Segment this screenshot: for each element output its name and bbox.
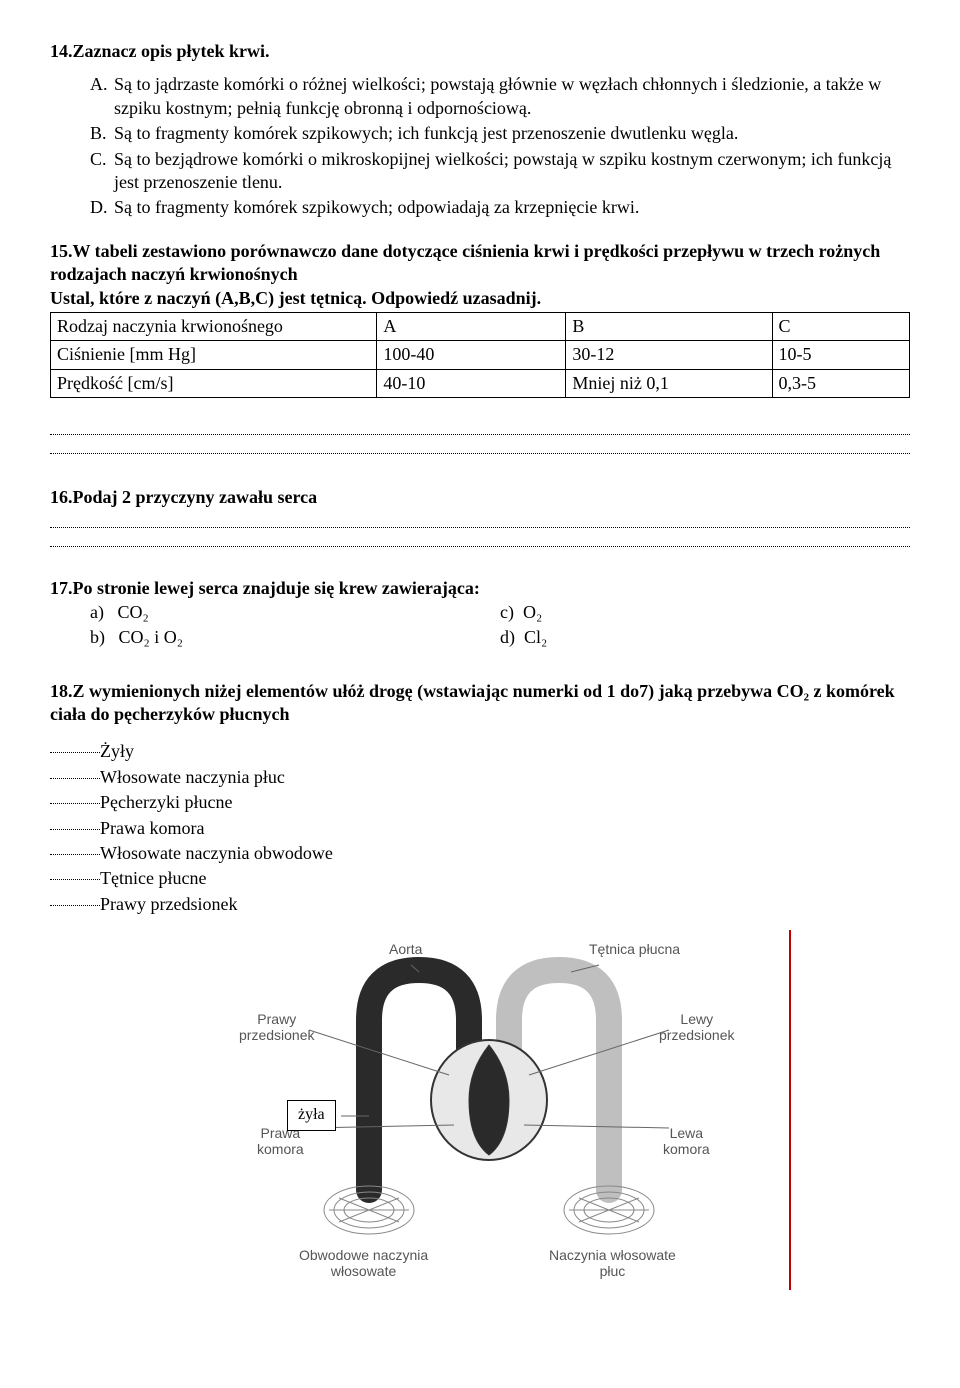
q14-option-text: Są to fragmenty komórek szpikowych; ich … [114, 122, 910, 145]
q18-item-text: Żyły [100, 740, 134, 763]
q16-title: 16.Podaj 2 przyczyny zawału serca [50, 486, 910, 509]
q17-option-text: CO₂ i O₂ [119, 627, 184, 647]
q14-option-text: Są to bezjądrowe komórki o mikroskopijne… [114, 148, 910, 195]
q14-option[interactable]: A. Są to jądrzaste komórki o różnej wiel… [90, 73, 910, 120]
q18-item[interactable]: Włosowate naczynia płuc [50, 766, 910, 789]
q18-item-text: Prawy przedsionek [100, 893, 237, 916]
table-cell: A [377, 312, 566, 340]
zyla-box: żyła [287, 1100, 336, 1131]
blank[interactable] [50, 764, 100, 779]
q14-option[interactable]: D. Są to fragmenty komórek szpikowych; o… [90, 196, 910, 219]
q18-item-text: Tętnice płucne [100, 867, 206, 890]
blank[interactable] [50, 891, 100, 906]
q14-options: A. Są to jądrzaste komórki o różnej wiel… [90, 73, 910, 219]
blank[interactable] [50, 738, 100, 753]
table-cell: Prędkość [cm/s] [51, 369, 377, 397]
answer-line[interactable] [50, 420, 910, 435]
q18-item-text: Włosowate naczynia płuc [100, 766, 285, 789]
q18-item[interactable]: Tętnice płucne [50, 867, 910, 890]
q14-option[interactable]: B. Są to fragmenty komórek szpikowych; i… [90, 122, 910, 145]
table-cell: 10-5 [772, 341, 909, 369]
q18-item-text: Prawa komora [100, 817, 204, 840]
q17-option[interactable]: b) CO₂ i O₂ [90, 626, 500, 649]
label-lewy-przedsionek: Lewy przedsionek [659, 1012, 735, 1043]
table-row: Prędkość [cm/s] 40-10 Mniej niż 0,1 0,3-… [51, 369, 910, 397]
label-tetnica-plucna: Tętnica płucna [589, 942, 680, 957]
q14-option-letter: B. [90, 122, 114, 145]
blank[interactable] [50, 789, 100, 804]
table-cell: Rodzaj naczynia krwionośnego [51, 312, 377, 340]
q14-option-letter: D. [90, 196, 114, 219]
q17-option-text: CO₂ [117, 602, 148, 622]
heart-circulation-diagram: Aorta Tętnica płucna Prawy przedsionek L… [169, 930, 791, 1290]
label-prawy-przedsionek: Prawy przedsionek [239, 1012, 315, 1043]
q17-option-text: O₂ [523, 602, 542, 622]
q18-item[interactable]: Prawa komora [50, 817, 910, 840]
q17-option-label: c) [500, 602, 514, 622]
q17-option-label: a) [90, 602, 104, 622]
table-cell: 40-10 [377, 369, 566, 397]
table-cell: B [566, 312, 772, 340]
table-row: Rodzaj naczynia krwionośnego A B C [51, 312, 910, 340]
q14-option-text: Są to jądrzaste komórki o różnej wielkoś… [114, 73, 910, 120]
table-cell: 100-40 [377, 341, 566, 369]
label-obwodowe: Obwodowe naczynia włosowate [299, 1248, 428, 1279]
q18-item[interactable]: Żyły [50, 740, 910, 763]
blank[interactable] [50, 840, 100, 855]
q15-intro: 15.W tabeli zestawiono porównawczo dane … [50, 240, 910, 287]
q17-option[interactable]: c) O₂ [500, 601, 910, 624]
q17-title: 17.Po stronie lewej serca znajduje się k… [50, 577, 910, 600]
label-naczynia-plucne: Naczynia włosowate płuc [549, 1248, 676, 1279]
q17-option-text: Cl₂ [524, 627, 547, 647]
blank[interactable] [50, 865, 100, 880]
label-aorta: Aorta [389, 942, 422, 957]
table-cell: Ciśnienie [mm Hg] [51, 341, 377, 369]
answer-line[interactable] [50, 532, 910, 547]
q18-item-text: Pęcherzyki płucne [100, 791, 232, 814]
q14-title: 14.Zaznacz opis płytek krwi. [50, 40, 910, 63]
table-cell: 30-12 [566, 341, 772, 369]
table-row: Ciśnienie [mm Hg] 100-40 30-12 10-5 [51, 341, 910, 369]
answer-line[interactable] [50, 439, 910, 454]
q17-option-label: d) [500, 627, 515, 647]
q14-option-letter: C. [90, 148, 114, 195]
q14-option[interactable]: C. Są to bezjądrowe komórki o mikroskopi… [90, 148, 910, 195]
answer-line[interactable] [50, 513, 910, 528]
q17-option-label: b) [90, 627, 105, 647]
q14-option-letter: A. [90, 73, 114, 120]
label-lewa-komora: Lewa komora [663, 1126, 710, 1157]
q18-list: Żyły Włosowate naczynia płuc Pęcherzyki … [50, 740, 910, 916]
q17-option[interactable]: a) CO₂ [90, 601, 500, 624]
q14-option-text: Są to fragmenty komórek szpikowych; odpo… [114, 196, 910, 219]
q18-item-text: Włosowate naczynia obwodowe [100, 842, 333, 865]
blank[interactable] [50, 815, 100, 830]
q18-item[interactable]: Prawy przedsionek [50, 893, 910, 916]
q18-item[interactable]: Włosowate naczynia obwodowe [50, 842, 910, 865]
q18-item[interactable]: Pęcherzyki płucne [50, 791, 910, 814]
q15-table: Rodzaj naczynia krwionośnego A B C Ciśni… [50, 312, 910, 398]
table-cell: Mniej niż 0,1 [566, 369, 772, 397]
q17-option[interactable]: d) Cl₂ [500, 626, 910, 649]
q15-instr: Ustal, które z naczyń (A,B,C) jest tętni… [50, 287, 910, 310]
q18-title: 18.Z wymienionych niżej elementów ułóż d… [50, 680, 910, 727]
q17-options: a) CO₂ b) CO₂ i O₂ c) O₂ d) Cl₂ [90, 601, 910, 652]
diagram-svg [169, 930, 789, 1290]
table-cell: 0,3-5 [772, 369, 909, 397]
table-cell: C [772, 312, 909, 340]
